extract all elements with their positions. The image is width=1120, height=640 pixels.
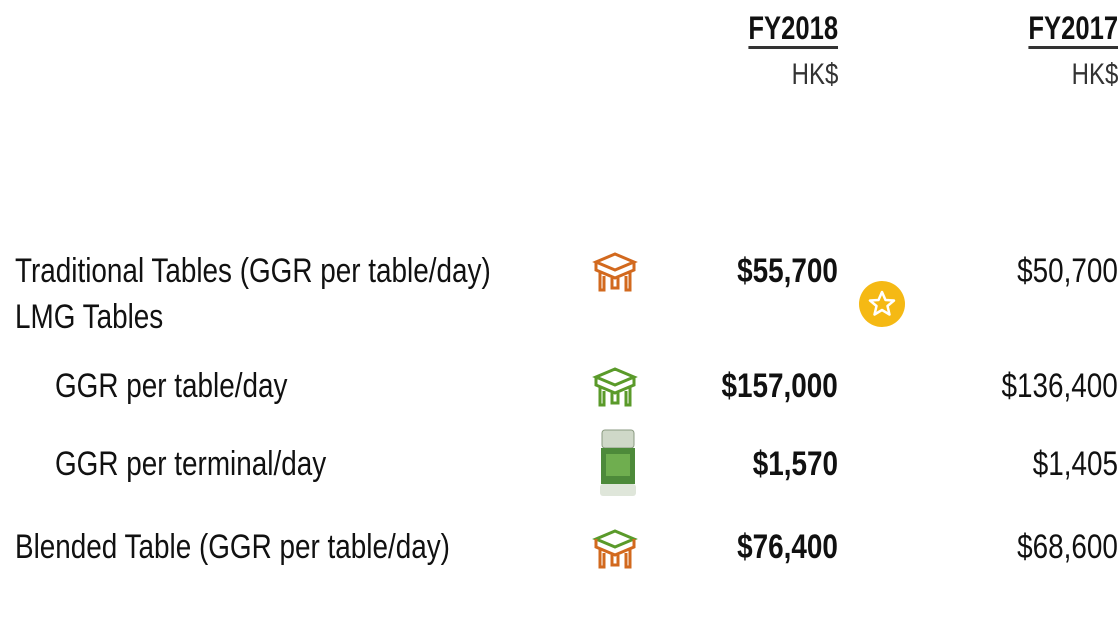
fy2017-value: $68,600 (1017, 528, 1118, 566)
column-unit: HK$ (791, 58, 838, 91)
terminal-icon (600, 429, 636, 496)
fy2017-value: $50,700 (1017, 252, 1118, 290)
row-label: Traditional Tables (GGR per table/day) (15, 252, 491, 290)
row-label: Blended Table (GGR per table/day) (15, 528, 450, 566)
row-label: LMG Tables (15, 298, 164, 336)
fy2018-value: $55,700 (737, 252, 838, 290)
column-title: FY2018 (748, 12, 838, 49)
fy2017-value: $1,405 (1032, 445, 1118, 483)
column-unit: HK$ (1071, 58, 1118, 91)
fy2018-value: $157,000 (721, 367, 838, 405)
table-icon (592, 529, 638, 569)
row-label: GGR per terminal/day (55, 445, 327, 483)
column-title: FY2017 (1028, 12, 1118, 49)
star-badge (859, 281, 905, 327)
fy2018-value: $76,400 (737, 528, 838, 566)
row-label: GGR per table/day (55, 367, 288, 405)
table-icon (592, 367, 638, 407)
table-icon (592, 252, 638, 292)
fy2017-value: $136,400 (1001, 367, 1118, 405)
fy2018-value: $1,570 (752, 445, 838, 483)
